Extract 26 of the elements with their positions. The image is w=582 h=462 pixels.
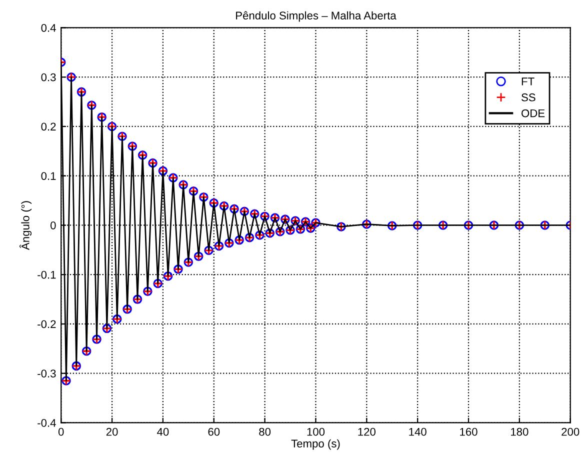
x-tick-label: 80 [259, 428, 271, 436]
x-tick-label: 140 [409, 428, 426, 436]
y-tick-label: 0.2 [41, 122, 56, 131]
legend-label: ODE [522, 109, 545, 118]
x-axis-title: Tempo (s) [291, 439, 340, 450]
x-tick-label: 100 [307, 428, 325, 436]
x-tick-label: 180 [511, 428, 528, 436]
x-tick-label: 120 [358, 428, 376, 436]
chart-title: Pêndulo Simples – Malha Aberta [236, 11, 396, 22]
x-tick-label: 60 [208, 428, 220, 436]
y-tick-label: 0.3 [41, 73, 56, 82]
y-tick-label: 0.4 [41, 24, 56, 32]
y-tick-label: -0.2 [38, 320, 56, 328]
legend-label: FT [522, 78, 534, 86]
y-tick-label: 0.1 [41, 172, 56, 180]
x-tick-label: 200 [562, 428, 580, 436]
y-tick-label: 0 [50, 221, 56, 230]
legend-label: SS [522, 93, 536, 102]
x-tick-label: 40 [157, 428, 169, 436]
y-tick-label: -0.4 [38, 418, 56, 427]
x-tick-label: 0 [58, 428, 64, 436]
y-tick-label: -0.1 [38, 270, 56, 279]
x-tick-label: 20 [106, 428, 118, 436]
y-axis-title: Ângulo (°) [20, 201, 32, 250]
y-tick-label: -0.3 [38, 370, 56, 378]
x-tick-label: 160 [460, 428, 478, 436]
